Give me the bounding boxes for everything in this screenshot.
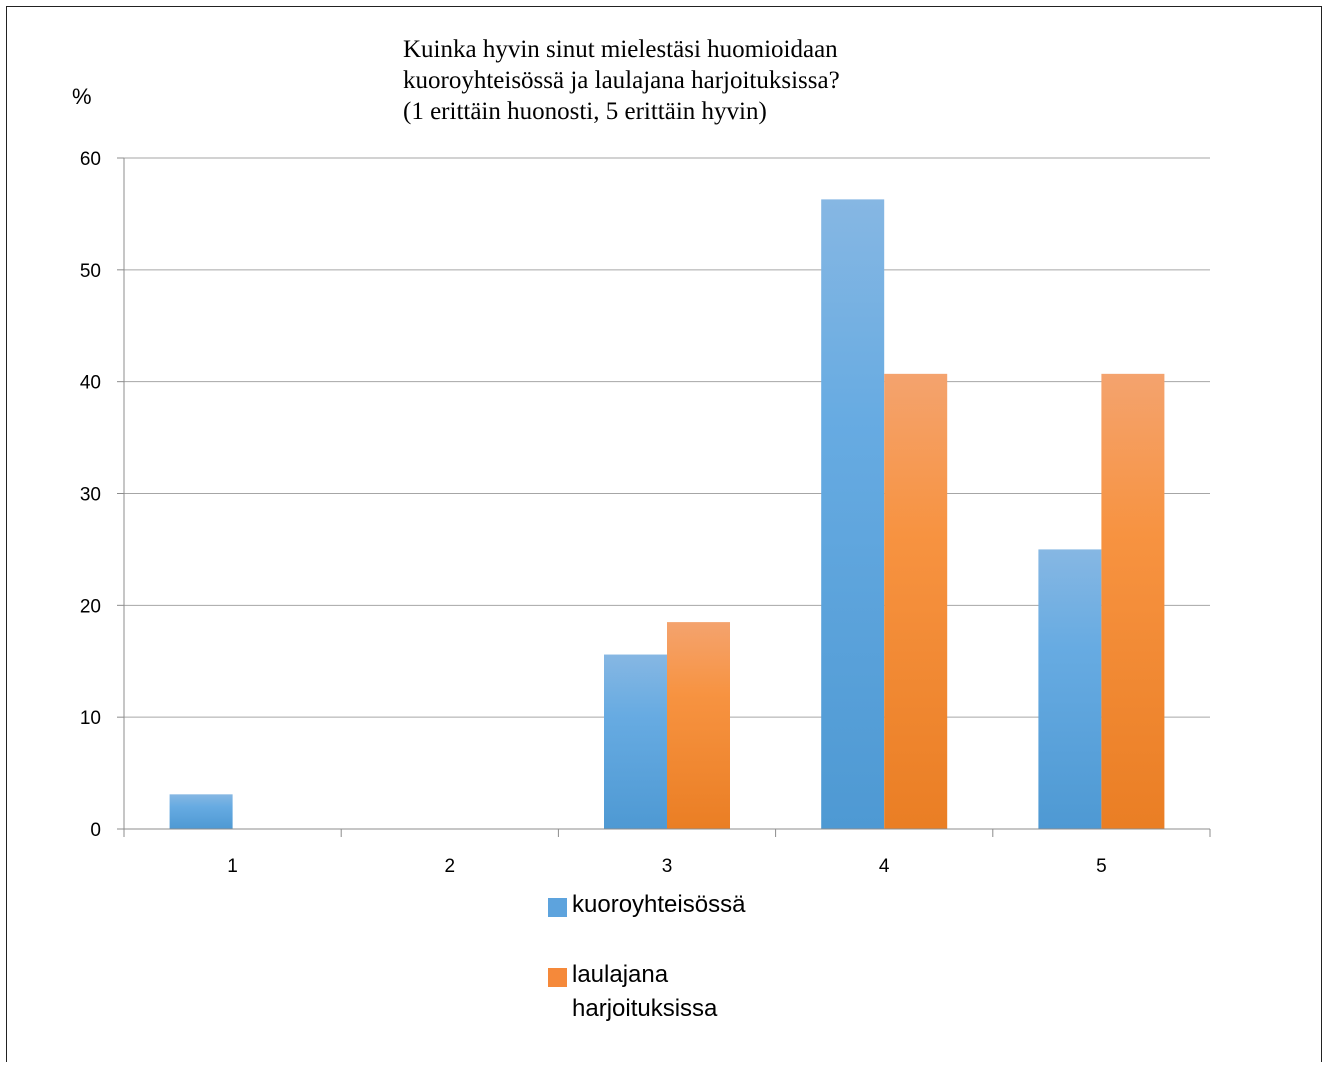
x-tick-label-3: 3 (662, 856, 673, 877)
y-tick-label-10: 10 (80, 708, 101, 729)
y-tick-label-60: 60 (80, 149, 101, 170)
y-tick-label-30: 30 (80, 485, 101, 506)
bar-kuoroyhteisossa-5 (1038, 549, 1102, 829)
axes (117, 157, 1211, 837)
bar-laulajana-harjoituksissa-3 (667, 622, 730, 829)
chart-title-line-3: (1 erittäin huonosti, 5 erittäin hyvin) (403, 98, 767, 125)
y-axis-unit-label: % (72, 84, 92, 109)
bar-kuoroyhteisossa-1 (169, 794, 233, 829)
y-tick-label-50: 50 (80, 261, 101, 282)
legend-swatch-orange (548, 968, 567, 987)
legend-item-kuoroyhteisossa: kuoroyhteisössä (548, 888, 832, 922)
bar-laulajana-harjoituksissa-5 (1101, 373, 1165, 829)
x-tick-label-5: 5 (1096, 856, 1107, 877)
tick-labels: 0 10 20 30 40 50 60 1 2 3 4 5 (80, 149, 1107, 877)
bar-laulajana-harjoituksissa-4 (884, 373, 948, 829)
chart-title-line-1: Kuinka hyvin sinut mielestäsi huomioidaa… (403, 36, 838, 63)
legend-swatch-blue (548, 898, 567, 917)
y-tick-label-0: 0 (90, 820, 101, 841)
bar-kuoroyhteisossa-3 (604, 654, 667, 829)
x-tick-label-4: 4 (879, 856, 890, 877)
legend-item-laulajana-harjoituksissa: laulajana harjoituksissa (548, 958, 832, 1026)
y-tick-label-40: 40 (80, 373, 101, 394)
bar-kuoroyhteisossa-4 (821, 199, 885, 830)
bars (169, 199, 1165, 830)
legend: kuoroyhteisössä laulajana harjoituksissa (548, 888, 832, 1026)
x-tick-label-2: 2 (445, 856, 456, 877)
legend-label-line-2: harjoituksissa (572, 995, 718, 1022)
chart-title-line-2: kuoroyhteisössä ja laulajana harjoituksi… (403, 67, 840, 94)
legend-label: laulajana (572, 961, 669, 988)
chart-title: Kuinka hyvin sinut mielestäsi huomioidaa… (403, 34, 1103, 127)
y-tick-label-20: 20 (80, 596, 101, 617)
legend-label: kuoroyhteisössä (572, 891, 746, 918)
x-tick-label-1: 1 (227, 856, 238, 877)
gridlines (124, 157, 1210, 718)
